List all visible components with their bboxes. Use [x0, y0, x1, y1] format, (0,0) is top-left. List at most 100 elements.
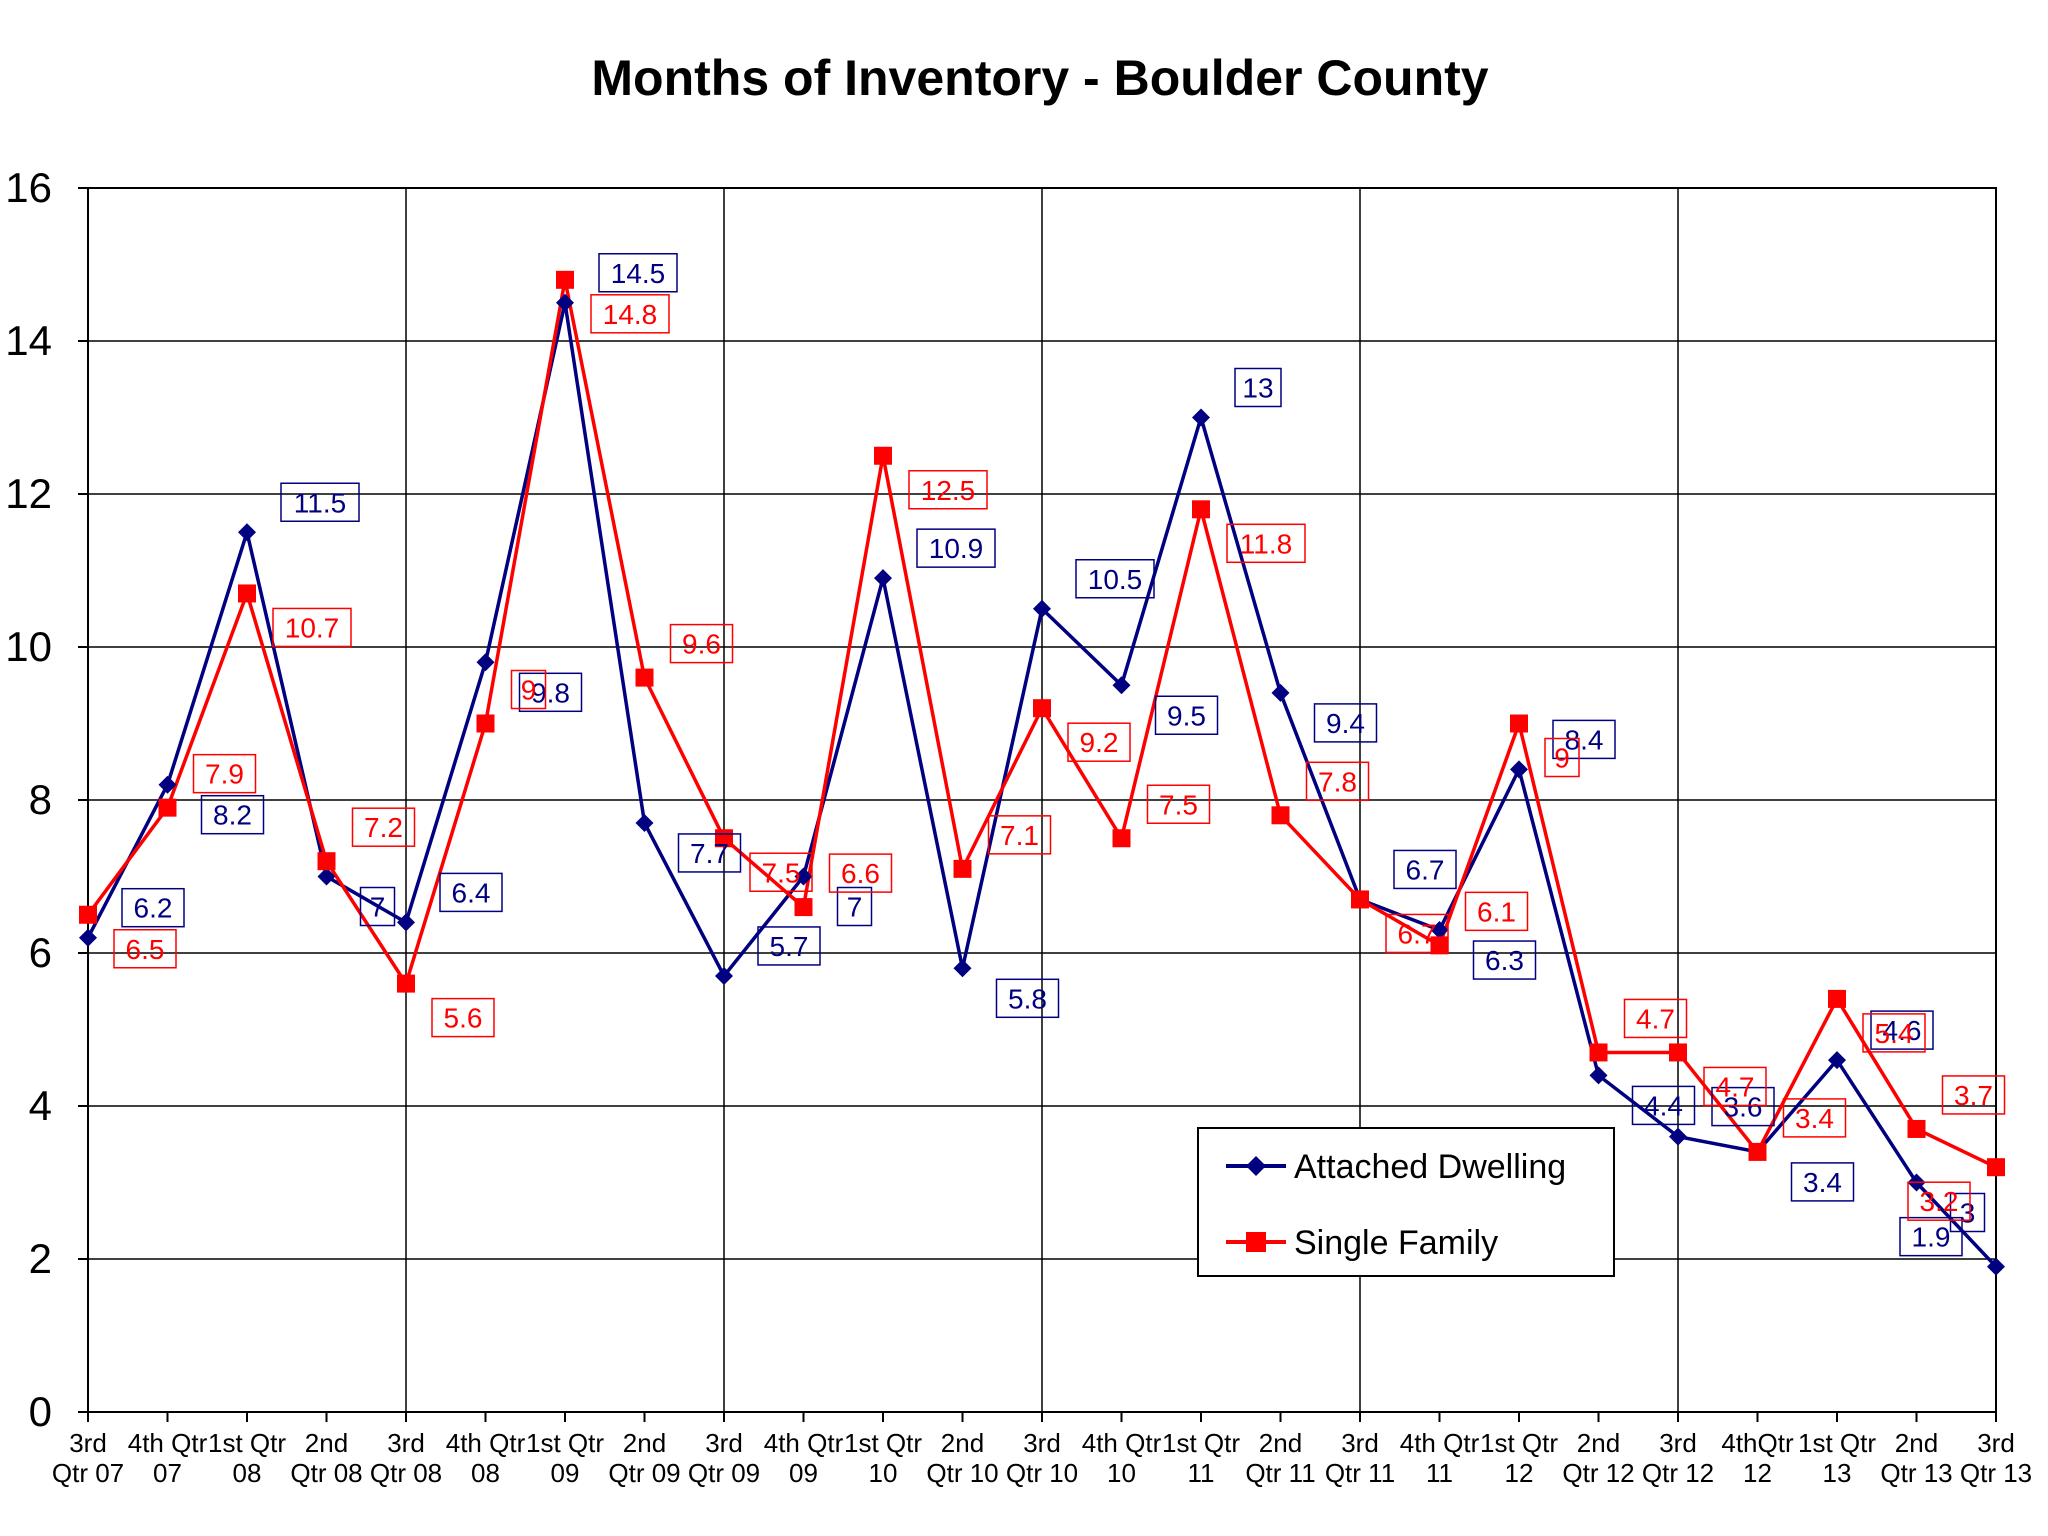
x-tick-label: 4th Qtr: [446, 1428, 526, 1458]
data-point-attached: [635, 813, 654, 832]
data-label-box: [1154, 695, 1219, 735]
data-label: 14.5: [598, 253, 678, 293]
data-label-text: 7: [847, 892, 863, 923]
x-tick-label: Qtr 12: [1562, 1458, 1634, 1488]
x-tick-label: 4th Qtr: [764, 1428, 844, 1458]
data-label-box: [1305, 761, 1370, 802]
gridlines: [87, 187, 1997, 1413]
data-label: 7.8: [1305, 761, 1370, 802]
data-point-single-family: [397, 974, 415, 993]
series-layer: [79, 270, 2005, 1276]
data-label-text: 3.2: [1920, 1186, 1959, 1217]
data-label: 9.4: [1313, 703, 1378, 743]
data-point-single-family: [1271, 806, 1290, 825]
data-label-box: [113, 929, 177, 969]
data-label-box: [908, 470, 988, 510]
data-label-text: 7.1: [1000, 820, 1039, 851]
data-label-text: 9.2: [1080, 727, 1119, 758]
data-label-text: 10.5: [1088, 564, 1143, 595]
data-label-text: 6.7: [1398, 918, 1437, 949]
data-point-attached: [1987, 1257, 2005, 1276]
data-label-text: 5.7: [770, 931, 809, 962]
data-label-box: [749, 852, 813, 892]
data-label-text: 1.9: [1912, 1222, 1951, 1253]
data-label-box: [757, 926, 821, 966]
data-point-single-family: [953, 859, 972, 878]
data-label: 6.7: [1393, 849, 1457, 890]
data-point-single-family: [874, 446, 892, 465]
x-tick-label: 1st Qtr: [526, 1428, 604, 1458]
data-point-attached: [476, 653, 495, 672]
data-label-text: 4.4: [1644, 1090, 1683, 1121]
x-tick-label: 2nd: [1259, 1428, 1302, 1458]
data-label: 7.5: [1146, 784, 1211, 824]
x-tick-label: Qtr 11: [1325, 1458, 1395, 1488]
y-tick-label: 16: [5, 164, 52, 211]
data-label-text: 13: [1242, 373, 1273, 404]
data-label-text: 12.5: [921, 475, 976, 506]
data-label-text: 9: [521, 675, 537, 706]
data-label: 9: [510, 669, 547, 710]
data-label-text: 7.9: [205, 759, 244, 790]
data-label-box: [1862, 1013, 1926, 1053]
data-label-text: 9.4: [1326, 708, 1365, 739]
data-label-box: [598, 253, 678, 293]
data-point-single-family: [1033, 699, 1051, 718]
x-tick-label: 1st Qtr: [208, 1428, 286, 1458]
x-tick-label: 13: [1823, 1458, 1852, 1488]
x-tick-label: 4th Qtr: [1082, 1428, 1162, 1458]
data-label-text: 9.6: [682, 629, 721, 660]
x-tick-label: 3rd: [69, 1428, 107, 1458]
x-tick-label: 2nd: [623, 1428, 666, 1458]
data-label-box: [995, 978, 1060, 1019]
data-label-box: [1313, 703, 1378, 743]
x-tick-label: 10: [1107, 1458, 1136, 1488]
data-point-attached: [1033, 599, 1051, 618]
data-label: 4.7: [1623, 998, 1688, 1039]
data-label-box: [1790, 1162, 1855, 1202]
data-point-single-family: [1669, 1043, 1687, 1062]
data-label: 9.6: [669, 623, 734, 664]
data-label: 9.8: [518, 672, 583, 713]
data-label: 6.6: [828, 853, 893, 893]
data-label: 7.5: [749, 852, 813, 892]
data-label: 7.9: [192, 753, 257, 794]
data-label: 7.1: [987, 815, 1052, 855]
data-label-text: 5.4: [1875, 1018, 1914, 1049]
data-label-box: [828, 853, 893, 893]
x-tick-label: 10: [869, 1458, 898, 1488]
data-label-box: [1464, 891, 1529, 932]
x-tick-label: 2nd: [941, 1428, 984, 1458]
data-label-text: 6.7: [1406, 854, 1445, 885]
data-label-box: [1472, 940, 1537, 980]
data-label: 3.4: [1782, 1098, 1847, 1138]
data-label: 7: [836, 886, 873, 927]
data-label-box: [518, 672, 583, 713]
data-point-single-family: [1112, 829, 1131, 848]
data-point-attached: [874, 569, 892, 588]
data-label: 3.6: [1711, 1086, 1775, 1127]
data-point-single-family: [1510, 714, 1528, 733]
y-tick-label: 12: [5, 470, 52, 517]
y-tick-label: 4: [29, 1082, 52, 1129]
y-tick-label: 6: [29, 929, 52, 976]
data-point-attached: [1271, 683, 1290, 702]
data-label: 11.8: [1226, 523, 1306, 564]
data-point-attached: [1510, 760, 1528, 779]
x-tick-label: Qtr 08: [370, 1458, 442, 1488]
data-point-attached: [1430, 921, 1449, 940]
data-point-attached: [397, 913, 415, 932]
data-label-text: 6.2: [134, 893, 173, 924]
data-label: 7.2: [351, 807, 416, 847]
x-tick-label: 11: [1426, 1458, 1453, 1488]
data-point-single-family: [1748, 1142, 1767, 1161]
data-label: 6.2: [121, 887, 185, 928]
data-label-text: 7: [370, 892, 386, 923]
data-label: 9: [1544, 737, 1580, 778]
x-tick-label: 1st Qtr: [1798, 1428, 1876, 1458]
data-label-box: [1782, 1098, 1847, 1138]
data-point-attached: [1828, 1051, 1846, 1070]
data-point-attached: [238, 523, 256, 542]
data-label-text: 6.4: [452, 877, 491, 908]
data-label-box: [1907, 1181, 1971, 1221]
